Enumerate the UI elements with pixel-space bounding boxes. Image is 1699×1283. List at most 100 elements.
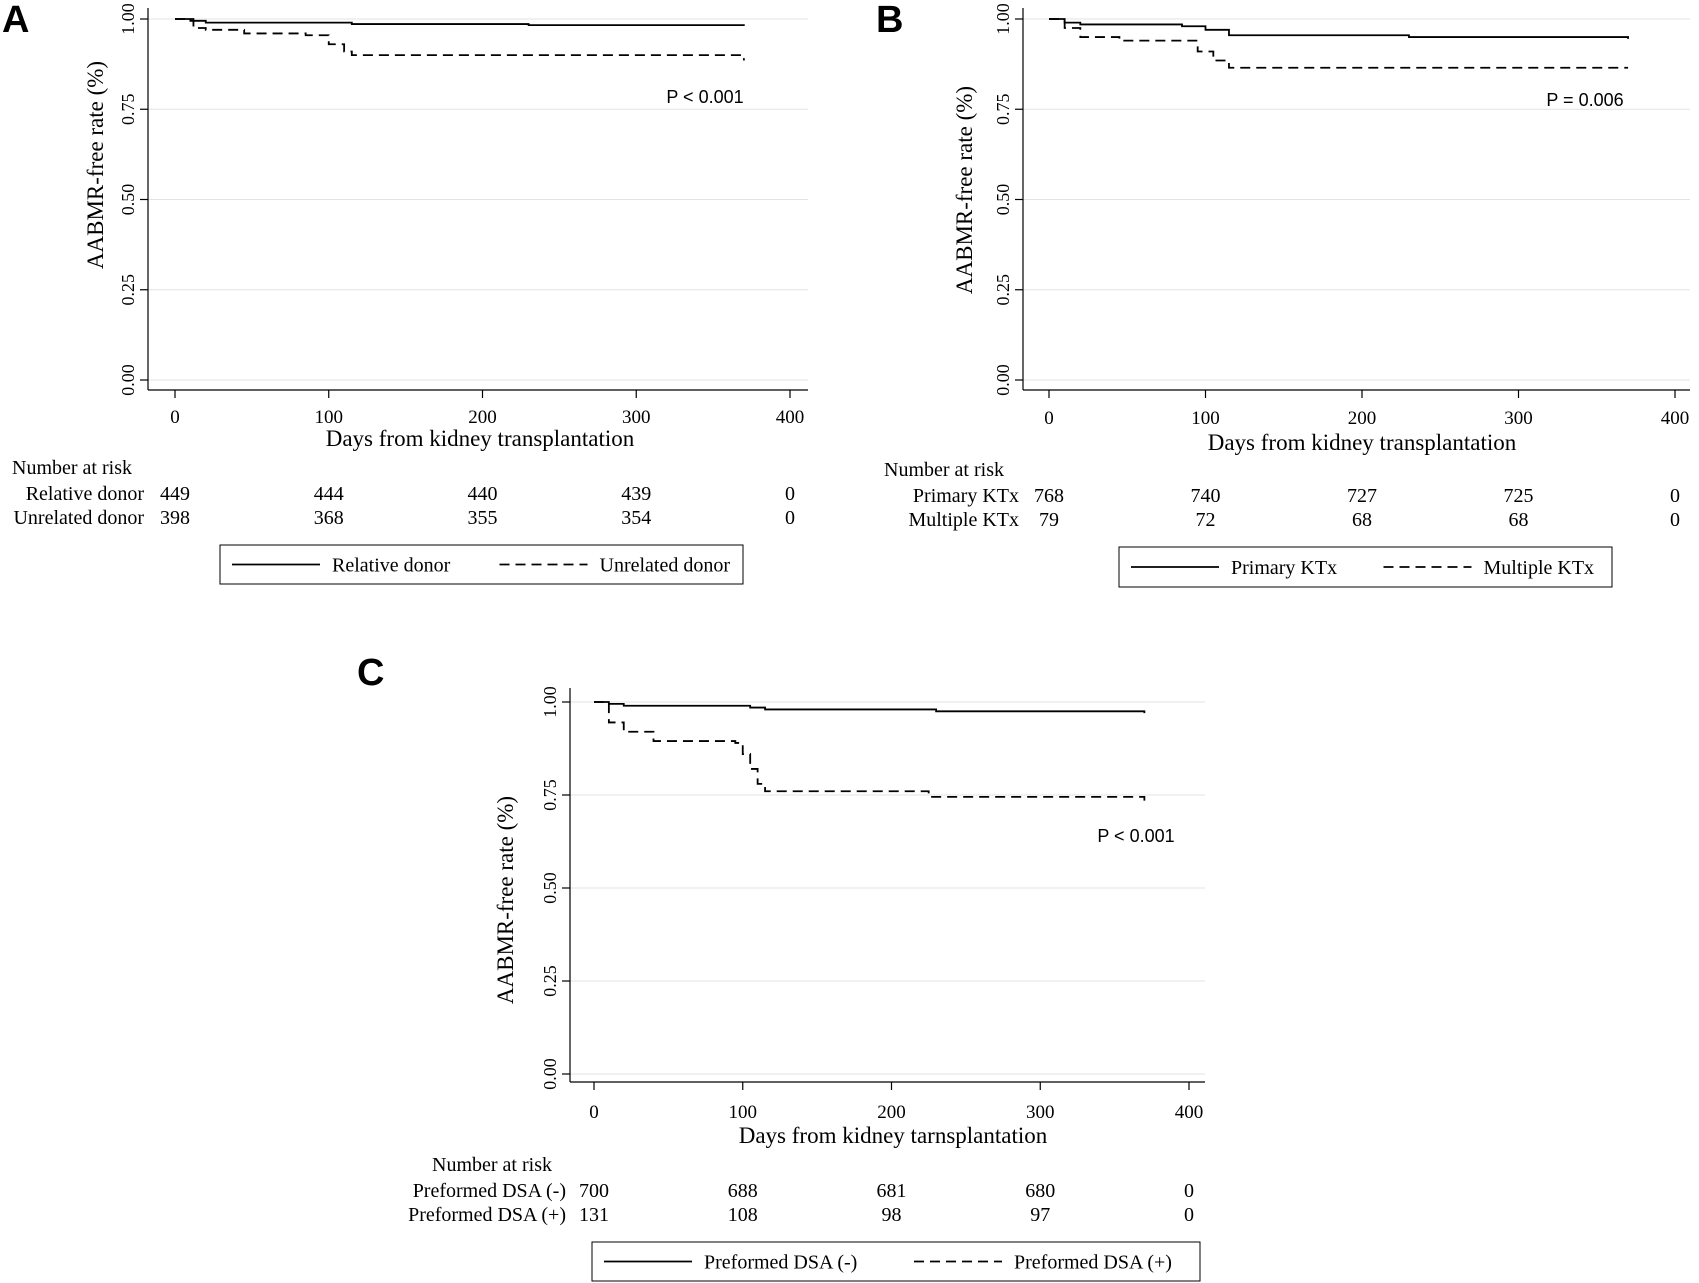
risk-row-label: Relative donor: [26, 483, 145, 505]
x-axis-title: Days from kidney tarnsplantation: [739, 1123, 1048, 1148]
y-tick-label: 1.00: [993, 3, 1013, 35]
legend-box: [219, 544, 744, 585]
y-tick-label: 1.00: [118, 3, 138, 35]
y-axis-title: AABMR-free rate (%): [83, 61, 108, 269]
chart-panel-c: C 0.00 0.25 0.50 0.75 1.00 0 100 200 300 400 AABMR-…: [357, 652, 1205, 1282]
y-tick-label: 0.75: [993, 94, 1013, 126]
risk-count: 688: [728, 1180, 758, 1202]
risk-count: 768: [1034, 485, 1064, 507]
risk-count: 79: [1039, 509, 1059, 531]
risk-count: 98: [882, 1204, 902, 1226]
p-value-label: P < 0.001: [666, 87, 743, 107]
chart-panel-a: A 0.00 0.25 0.50 0.75 1.00 0 100 200 300 400 AABMR-…: [2, 0, 808, 585]
risk-row-label: Unrelated donor: [13, 507, 144, 529]
panel-letter: C: [357, 652, 384, 694]
y-axis-title: AABMR-free rate (%): [952, 86, 977, 294]
x-tick-label: 200: [468, 407, 497, 428]
risk-count: 131: [579, 1204, 609, 1226]
risk-table-title: Number at risk: [12, 457, 132, 479]
risk-row-label: Preformed DSA (+): [408, 1204, 566, 1226]
panel-letter: B: [876, 0, 903, 41]
risk-count: 0: [1184, 1180, 1194, 1202]
y-tick-label: 0.00: [993, 364, 1013, 396]
legend-entry-label: Preformed DSA (+): [1014, 1252, 1172, 1274]
risk-count: 740: [1191, 485, 1221, 507]
legend-entry-label: Relative donor: [332, 555, 451, 577]
x-axis-title: Days from kidney transplantation: [326, 426, 635, 451]
x-tick-label: 300: [1504, 408, 1533, 429]
legend-entry-label: Unrelated donor: [600, 555, 731, 577]
y-tick-label: 0.75: [118, 94, 138, 126]
risk-count: 700: [579, 1180, 609, 1202]
x-tick-label: 200: [1348, 408, 1377, 429]
x-tick-label: 100: [729, 1102, 758, 1123]
risk-count: 354: [621, 507, 651, 529]
risk-count: 440: [468, 483, 498, 505]
risk-count: 0: [1670, 485, 1680, 507]
risk-count: 681: [877, 1180, 907, 1202]
p-value-label: P = 0.006: [1546, 90, 1623, 110]
risk-count: 439: [621, 483, 651, 505]
risk-row-label: Primary KTx: [913, 485, 1019, 507]
km-curve-dashed: [594, 701, 1146, 801]
legend-entry-label: Primary KTx: [1231, 557, 1337, 579]
km-curve-solid: [1049, 18, 1629, 39]
risk-count: 68: [1352, 509, 1372, 531]
x-tick-label: 200: [877, 1102, 906, 1123]
y-tick-label: 0.75: [540, 779, 560, 811]
y-tick-label: 0.25: [540, 965, 560, 997]
risk-count: 355: [468, 507, 498, 529]
legend-box: [1118, 546, 1613, 588]
x-tick-label: 0: [589, 1102, 599, 1123]
x-tick-label: 0: [1044, 408, 1054, 429]
risk-count: 108: [728, 1204, 758, 1226]
risk-count: 0: [785, 483, 795, 505]
risk-row-label: Preformed DSA (-): [413, 1180, 566, 1202]
y-tick-label: 0.50: [118, 184, 138, 216]
p-value-label: P < 0.001: [1097, 826, 1174, 846]
legend-entry-label: Multiple KTx: [1484, 557, 1595, 579]
x-tick-label: 300: [622, 407, 651, 428]
chart-panel-b: B 0.00 0.25 0.50 0.75 1.00 0 100 200 300 400 AABMR-…: [876, 0, 1690, 588]
risk-count: 680: [1025, 1180, 1055, 1202]
risk-table-title: Number at risk: [432, 1154, 552, 1176]
km-curve-solid: [175, 18, 745, 27]
risk-count: 0: [1184, 1204, 1194, 1226]
y-tick-label: 0.00: [540, 1058, 560, 1090]
risk-row-label: Multiple KTx: [908, 509, 1019, 531]
risk-count: 449: [160, 483, 190, 505]
y-tick-label: 0.50: [993, 184, 1013, 216]
x-tick-label: 300: [1026, 1102, 1055, 1123]
risk-count: 444: [314, 483, 344, 505]
y-tick-label: 0.25: [118, 274, 138, 306]
risk-count: 0: [785, 507, 795, 529]
y-tick-label: 0.25: [993, 274, 1013, 306]
risk-count: 68: [1509, 509, 1529, 531]
x-axis-title: Days from kidney transplantation: [1208, 430, 1517, 455]
km-curve-solid: [594, 701, 1146, 714]
risk-count: 398: [160, 507, 190, 529]
y-tick-label: 0.00: [118, 364, 138, 396]
x-tick-label: 400: [1661, 408, 1690, 429]
risk-table-title: Number at risk: [884, 459, 1004, 481]
x-tick-label: 100: [315, 407, 344, 428]
risk-count: 0: [1670, 509, 1680, 531]
x-tick-label: 100: [1191, 408, 1220, 429]
x-tick-label: 400: [776, 407, 805, 428]
risk-count: 368: [314, 507, 344, 529]
x-tick-label: 0: [170, 407, 180, 428]
x-tick-label: 400: [1175, 1102, 1204, 1123]
panel-letter: A: [2, 0, 29, 41]
km-curve-dashed: [1049, 18, 1629, 69]
risk-count: 72: [1196, 509, 1216, 531]
y-tick-label: 1.00: [540, 686, 560, 718]
y-tick-label: 0.50: [540, 872, 560, 904]
risk-count: 725: [1504, 485, 1534, 507]
legend-entry-label: Preformed DSA (-): [704, 1252, 857, 1274]
risk-count: 727: [1347, 485, 1377, 507]
legend-box: [591, 1241, 1201, 1282]
y-axis-title: AABMR-free rate (%): [493, 796, 518, 1004]
risk-count: 97: [1030, 1204, 1050, 1226]
